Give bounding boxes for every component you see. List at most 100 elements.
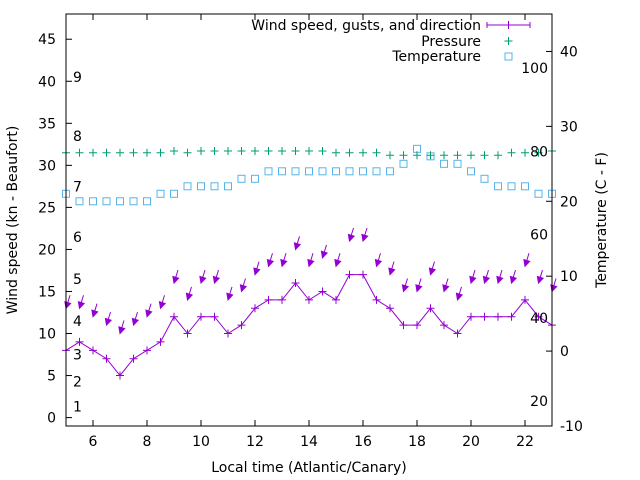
gust-arrow-shaft <box>553 278 557 286</box>
gust-arrow-head <box>469 275 477 285</box>
gust-arrow-head <box>212 275 221 285</box>
gust-arrows <box>64 227 558 335</box>
y-ticks: 0 5 10 15 20 25 30 35 40 45 <box>38 32 72 427</box>
temperature-point <box>251 174 259 183</box>
beaufort-label: 4 <box>73 314 82 330</box>
wind-point <box>75 337 84 346</box>
y-tick-label: 20 <box>38 242 56 258</box>
y-tick-label: 5 <box>47 369 56 385</box>
temperature-point <box>372 167 381 176</box>
wind-point <box>170 312 178 321</box>
wind-point <box>116 371 124 380</box>
pressure-point <box>359 148 367 157</box>
gust-arrow-head <box>415 284 423 293</box>
gust-arrow-head <box>293 242 302 251</box>
pressure-point <box>399 151 408 160</box>
beaufort-label: 8 <box>73 129 82 145</box>
gust-arrow-head <box>266 258 275 268</box>
temperature-point <box>386 167 394 176</box>
y2-tick-label: 30 <box>560 119 578 135</box>
pressure-point <box>305 147 313 156</box>
gust-arrow-head <box>428 267 437 276</box>
temperature-point <box>332 167 340 176</box>
gust-arrow-shaft <box>283 253 287 261</box>
wind-point <box>372 295 381 304</box>
gust-arrow-shaft <box>269 253 273 261</box>
x-tick-label: 8 <box>143 434 152 450</box>
wind-point <box>521 295 529 304</box>
wind-series <box>62 270 556 380</box>
wind-point <box>237 321 246 330</box>
gust-arrow-head <box>401 284 410 293</box>
gust-arrow-shaft <box>323 244 327 253</box>
gust-arrow-shaft <box>539 269 543 278</box>
gust-arrow-head <box>347 233 356 243</box>
legend-marker-wind <box>486 21 531 29</box>
temperature-point <box>521 182 529 191</box>
gust-arrow-head <box>91 309 99 318</box>
beaufort-label: 2 <box>73 374 82 390</box>
temperature-point <box>156 189 165 198</box>
temperature-point <box>305 167 313 176</box>
wind-point <box>264 295 273 304</box>
gust-arrow-shaft <box>188 286 192 295</box>
gust-arrow-head <box>320 250 329 259</box>
gust-arrow-shaft <box>485 269 489 278</box>
pressure-point <box>386 151 394 160</box>
gust-arrow-shaft <box>242 278 246 286</box>
gust-arrow-shaft <box>310 253 314 261</box>
pressure-point <box>143 148 151 157</box>
temperature-point <box>143 197 151 206</box>
temperature-point <box>318 167 327 176</box>
wind-point <box>156 337 165 346</box>
pressure-point <box>440 151 448 160</box>
x-tick-label: 6 <box>89 434 98 450</box>
legend-marker-pressure <box>504 37 513 45</box>
x-tick-label: 10 <box>192 434 210 450</box>
beaufort-label: 3 <box>73 348 82 364</box>
temperature-point <box>345 167 354 176</box>
temperature-point <box>170 189 178 198</box>
gust-arrow-shaft <box>80 295 84 303</box>
pressure-point <box>467 151 475 160</box>
temperature-point <box>224 182 232 191</box>
y2-tick-label: 0 <box>560 344 569 360</box>
pressure-point <box>264 147 273 156</box>
gust-arrow-shaft <box>148 303 152 312</box>
wind-point <box>494 312 502 321</box>
pressure-point <box>129 148 138 157</box>
legend-label-pressure: Pressure <box>421 34 481 50</box>
y-tick-label: 15 <box>38 284 56 300</box>
gust-arrow-shaft <box>107 311 111 320</box>
pressure-point <box>183 148 192 157</box>
wind-point <box>305 295 313 304</box>
pressure-point <box>170 147 178 156</box>
wind-line <box>65 274 553 377</box>
wind-point <box>345 270 354 279</box>
gust-arrow-shaft <box>377 253 381 261</box>
pressure-point <box>534 148 543 157</box>
fahrenheit-label: 100 <box>521 61 548 77</box>
wind-point <box>143 346 151 355</box>
gust-arrow-shaft <box>350 227 354 236</box>
gust-arrow-head <box>77 300 86 310</box>
gust-arrow-head <box>374 258 383 268</box>
gust-arrow-shaft <box>499 269 503 278</box>
gust-arrow-head <box>523 258 531 268</box>
gust-arrow-shaft <box>472 269 476 278</box>
temperature-point <box>183 182 192 191</box>
gust-arrow-head <box>482 275 491 285</box>
gust-arrow-shaft <box>215 269 219 278</box>
pressure-point <box>197 147 205 156</box>
pressure-point <box>251 147 259 156</box>
temperature-point <box>116 197 124 206</box>
y2-ticks: -10 0 10 20 30 40 <box>546 44 583 435</box>
pressure-point <box>89 148 97 157</box>
y-tick-label: 0 <box>47 411 56 427</box>
pressure-point <box>453 151 462 160</box>
temperature-point <box>278 167 286 176</box>
y-tick-label: 40 <box>38 74 56 90</box>
wind-point <box>102 354 111 363</box>
pressure-point <box>224 147 232 156</box>
pressure-point <box>318 147 327 156</box>
